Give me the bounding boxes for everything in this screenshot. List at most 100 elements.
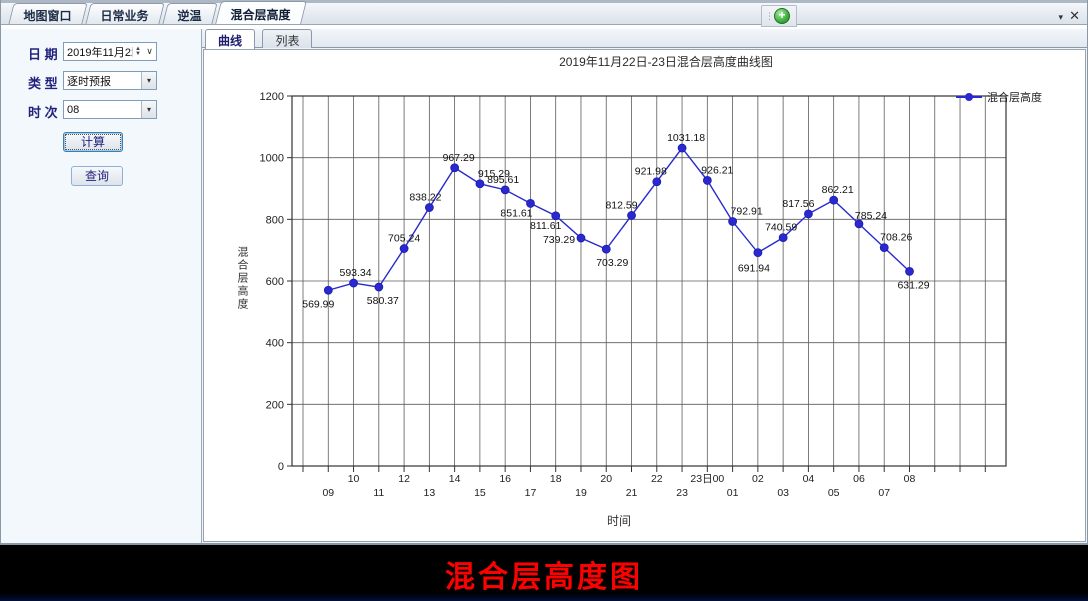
svg-text:07: 07 (878, 487, 890, 499)
calculate-button[interactable]: 计算 (63, 132, 123, 152)
svg-text:811.61: 811.61 (530, 220, 561, 232)
query-button-label: 查询 (84, 169, 109, 183)
svg-text:400: 400 (266, 338, 284, 350)
tab-map-window[interactable]: 地图窗口 (8, 3, 88, 24)
svg-text:08: 08 (904, 473, 916, 485)
tab-daily-business[interactable]: 日常业务 (85, 3, 165, 24)
tab-curve[interactable]: 曲线 (205, 29, 256, 49)
date-field[interactable]: 2019年11月22日 ▲ ▼ ∨ (63, 42, 157, 61)
date-dropdown-icon[interactable]: ∨ (146, 46, 153, 56)
chart-legend: 混合层高度 (956, 89, 1042, 105)
svg-text:06: 06 (853, 473, 865, 485)
svg-text:15: 15 (474, 487, 486, 499)
svg-text:915.29: 915.29 (478, 168, 510, 180)
grip-icon: ⋮ (765, 10, 774, 21)
svg-text:23日00: 23日00 (690, 473, 724, 485)
chart-tab-bar: 曲线 列表 (202, 29, 1087, 49)
tab-label: 地图窗口 (23, 9, 72, 23)
time-label: 时 次 (28, 105, 58, 120)
svg-text:851.61: 851.61 (500, 207, 532, 219)
y-axis-title: 混合层高度 (236, 246, 248, 311)
type-select[interactable]: 逐时预报 ▾ (63, 71, 157, 90)
top-tab-bar: 地图窗口 日常业务 逆温 混合层高度 ⋮ + ▾ ✕ (1, 0, 1087, 27)
svg-text:05: 05 (828, 487, 840, 499)
svg-text:600: 600 (266, 276, 284, 288)
x-axis-title: 时间 (606, 514, 631, 528)
svg-text:580.37: 580.37 (367, 295, 399, 307)
svg-text:18: 18 (550, 473, 562, 485)
tab-label: 混合层高度 (230, 8, 291, 22)
calculate-button-label: 计算 (65, 134, 121, 150)
svg-text:792.91: 792.91 (731, 206, 763, 218)
svg-text:23: 23 (676, 487, 688, 499)
caption-bar: 混合层高度图 (0, 547, 1088, 601)
svg-text:838.22: 838.22 (409, 192, 441, 204)
chevron-down-icon[interactable]: ▾ (1058, 12, 1063, 22)
caption-text: 混合层高度图 (445, 561, 643, 594)
tab-label: 日常业务 (100, 9, 149, 23)
svg-text:785.24: 785.24 (855, 210, 887, 222)
svg-text:09: 09 (322, 487, 334, 499)
tab-inversion[interactable]: 逆温 (162, 3, 218, 24)
svg-text:921.98: 921.98 (635, 166, 667, 178)
svg-text:817.56: 817.56 (782, 198, 814, 210)
quick-launch-area: ⋮ + (761, 5, 797, 27)
legend-label: 混合层高度 (987, 92, 1042, 104)
svg-text:12: 12 (398, 473, 410, 485)
type-dropdown-icon[interactable]: ▾ (141, 72, 156, 89)
svg-text:13: 13 (424, 487, 436, 499)
date-label: 日 期 (28, 47, 58, 62)
svg-text:200: 200 (266, 399, 284, 411)
svg-text:1031.18: 1031.18 (667, 132, 705, 144)
tab-label: 逆温 (177, 9, 202, 23)
chart-title: 2019年11月22日-23日混合层高度曲线图 (559, 55, 773, 69)
svg-text:862.21: 862.21 (822, 184, 854, 196)
time-dropdown-icon[interactable]: ▾ (141, 101, 156, 118)
svg-text:569.99: 569.99 (302, 298, 334, 310)
svg-text:0: 0 (278, 461, 284, 473)
svg-text:631.29: 631.29 (897, 279, 929, 291)
chart-area: 2019年11月22日-23日混合层高度曲线图 混合层高度 混合层高度 时间 0… (203, 49, 1086, 542)
svg-text:967.29: 967.29 (443, 152, 475, 164)
legend-line-icon (956, 93, 982, 101)
svg-text:03: 03 (777, 487, 789, 499)
close-icon[interactable]: ✕ (1069, 8, 1080, 23)
time-value: 08 (67, 103, 80, 116)
svg-text:01: 01 (727, 487, 739, 499)
main-panel: 曲线 列表 2019年11月22日-23日混合层高度曲线图 混合层高度 混合层高… (202, 29, 1087, 543)
svg-text:21: 21 (626, 487, 638, 499)
type-label: 类 型 (28, 76, 58, 91)
date-value: 2019年11月22日 (67, 46, 132, 59)
time-select[interactable]: 08 ▾ (63, 100, 157, 119)
svg-text:703.29: 703.29 (596, 257, 628, 269)
svg-text:02: 02 (752, 473, 764, 485)
svg-text:691.94: 691.94 (738, 263, 770, 275)
sidebar: 日 期 2019年11月22日 ▲ ▼ ∨ 类 型 逐时预报 ▾ (1, 29, 202, 543)
line-chart: 0 200 400 600 800 1000 1200 09 10 11 12 13 14 15 16 17 1… (260, 91, 1007, 499)
svg-text:708.26: 708.26 (880, 232, 912, 244)
svg-text:14: 14 (449, 473, 461, 485)
svg-text:593.34: 593.34 (340, 267, 372, 279)
svg-text:20: 20 (600, 473, 612, 485)
add-icon[interactable]: + (774, 8, 790, 24)
svg-text:19: 19 (575, 487, 587, 499)
spinner-up-icon[interactable]: ▲ (135, 45, 141, 52)
svg-text:11: 11 (373, 487, 384, 499)
svg-text:22: 22 (651, 473, 663, 485)
query-button[interactable]: 查询 (71, 166, 123, 186)
svg-text:17: 17 (525, 487, 537, 499)
tab-mixing-layer-height[interactable]: 混合层高度 (215, 1, 307, 24)
svg-text:800: 800 (266, 214, 284, 226)
svg-text:812.59: 812.59 (605, 199, 637, 211)
app-window: 地图窗口 日常业务 逆温 混合层高度 ⋮ + ▾ ✕ 日 期 2019年11月2… (0, 0, 1088, 545)
svg-text:1000: 1000 (260, 153, 284, 165)
svg-text:10: 10 (348, 473, 360, 485)
spinner-down-icon[interactable]: ▼ (135, 50, 141, 57)
type-value: 逐时预报 (67, 75, 111, 88)
svg-text:16: 16 (499, 473, 511, 485)
tab-list[interactable]: 列表 (262, 29, 313, 48)
svg-text:04: 04 (803, 473, 815, 485)
svg-text:705.24: 705.24 (388, 233, 420, 245)
date-spinner[interactable]: ▲ ▼ (132, 45, 143, 57)
svg-text:926.21: 926.21 (701, 164, 733, 176)
